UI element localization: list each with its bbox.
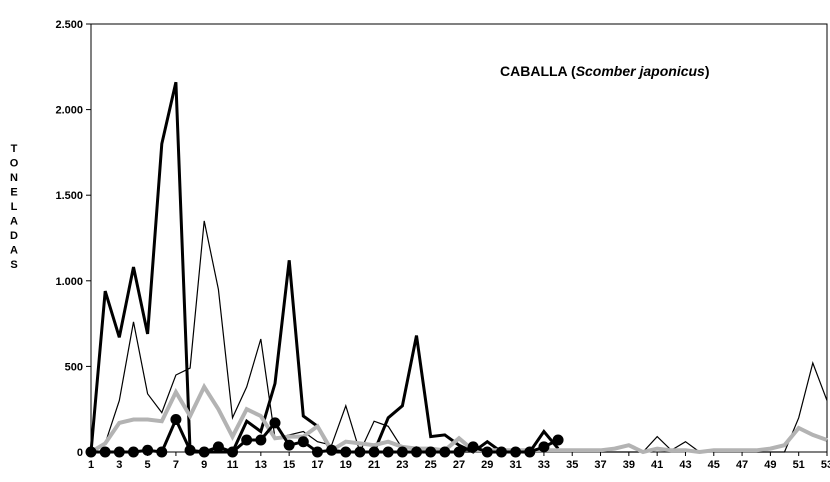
x-tick-label: 49 — [764, 459, 776, 471]
y-tick-label: 2.500 — [55, 19, 83, 31]
y-tick-label: 500 — [65, 361, 83, 373]
series-line-marker — [91, 415, 559, 454]
y-tick-label: 0 — [77, 447, 83, 459]
data-point — [538, 441, 550, 453]
x-tick-label: 9 — [201, 459, 207, 471]
y-axis-label-letter: T — [11, 143, 18, 155]
plot-area — [90, 23, 828, 453]
data-point — [326, 444, 338, 456]
x-tick-label: 17 — [311, 459, 323, 471]
y-axis-label-letter: L — [11, 201, 18, 213]
data-point — [156, 446, 168, 458]
data-point — [354, 446, 366, 458]
data-point — [552, 434, 564, 446]
data-point — [297, 436, 309, 448]
data-point — [99, 446, 111, 458]
y-axis-label-letter: S — [10, 259, 17, 271]
data-point — [283, 439, 295, 451]
data-point — [241, 434, 253, 446]
data-point — [127, 446, 139, 458]
x-tick-label: 37 — [594, 459, 606, 471]
series-layer — [85, 81, 828, 458]
data-point — [467, 441, 479, 453]
x-tick-label: 15 — [283, 459, 295, 471]
y-axis-label-letter: D — [10, 230, 18, 242]
x-tick-label: 45 — [708, 459, 720, 471]
x-tick-label: 5 — [145, 459, 151, 471]
data-point — [439, 446, 451, 458]
x-tick-label: 25 — [425, 459, 437, 471]
y-tick-label: 1.500 — [55, 190, 83, 202]
data-point — [212, 441, 224, 453]
y-axis-label-letter: N — [10, 172, 18, 184]
data-point — [269, 417, 281, 429]
data-point — [411, 446, 423, 458]
x-tick-label: 19 — [340, 459, 352, 471]
series-line-gray — [89, 382, 828, 455]
data-point — [184, 444, 196, 456]
x-tick-label: 33 — [538, 459, 550, 471]
x-tick-label: 3 — [116, 459, 122, 471]
data-point — [255, 434, 267, 446]
y-tick-label: 2.000 — [55, 105, 83, 117]
y-tick-label: 1.000 — [55, 276, 83, 288]
x-tick-label: 27 — [453, 459, 465, 471]
x-tick-label: 13 — [255, 459, 267, 471]
x-tick-label: 21 — [368, 459, 380, 471]
x-tick-label: 11 — [227, 459, 239, 471]
y-axis-label-letter: O — [10, 158, 19, 170]
x-tick-label: 31 — [509, 459, 521, 471]
y-axis-label-letter: A — [10, 245, 18, 257]
x-tick-label: 47 — [736, 459, 748, 471]
y-axis-label-letter: E — [10, 187, 17, 199]
x-tick-label: 51 — [793, 459, 805, 471]
chart-title: CABALLA (Scomber japonicus) — [500, 63, 710, 79]
y-axis: 0 500 1.000 1.500 2.000 2.500 — [55, 19, 91, 459]
x-tick-label: 53 — [821, 459, 830, 471]
data-point — [382, 446, 394, 458]
x-tick-label: 29 — [481, 459, 493, 471]
x-tick-label: 35 — [566, 459, 578, 471]
x-tick-label: 1 — [88, 459, 94, 471]
x-tick-label: 7 — [173, 459, 179, 471]
x-tick-label: 41 — [651, 459, 663, 471]
y-axis-label-letter: A — [10, 216, 18, 228]
x-tick-label: 39 — [623, 459, 635, 471]
x-tick-label: 23 — [396, 459, 408, 471]
data-point — [170, 413, 182, 425]
x-tick-label: 43 — [679, 459, 691, 471]
x-axis: 1 3 5 7 9 11 13 15 17 19 21 23 25 27 29 31 33 35 37 39 41 43 4… — [88, 452, 830, 471]
data-point — [524, 446, 536, 458]
data-point — [142, 444, 154, 456]
data-point — [495, 446, 507, 458]
